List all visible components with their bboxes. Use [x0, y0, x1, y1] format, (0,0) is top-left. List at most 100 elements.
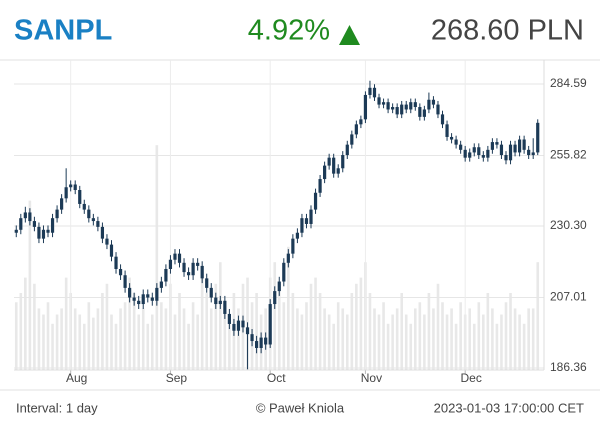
volume-bar	[24, 277, 27, 370]
candle-body	[41, 229, 46, 239]
volume-bar	[355, 283, 358, 370]
volume-bar	[454, 323, 458, 370]
candle-body	[132, 297, 136, 301]
volume-bar	[432, 308, 435, 370]
candle-body	[440, 114, 445, 125]
candle-body	[200, 265, 204, 279]
volume-bar	[482, 314, 485, 370]
candle-body	[531, 152, 535, 156]
candle-body	[449, 136, 454, 140]
candle-body	[245, 327, 250, 335]
candle-body	[109, 244, 114, 257]
volume-bar	[19, 293, 23, 370]
volume-bar	[509, 293, 512, 370]
volume-bar	[332, 323, 335, 370]
candle-body	[23, 212, 27, 219]
candle-body	[372, 87, 377, 98]
y-tick-label: 284.59	[550, 76, 587, 90]
volume-bar	[123, 302, 127, 370]
candle-body	[359, 119, 363, 125]
candle-body	[236, 320, 241, 331]
candle-body	[78, 190, 82, 204]
candle-body	[363, 94, 368, 120]
candle-body	[282, 262, 286, 282]
volume-bar	[300, 314, 304, 370]
volume-bar	[504, 302, 508, 370]
volume-bar	[110, 314, 113, 370]
y-tick-label: 186.36	[550, 360, 587, 374]
volume-bar	[96, 308, 100, 370]
volume-bar	[105, 283, 109, 370]
candle-body	[336, 168, 340, 174]
volume-bar	[146, 323, 150, 370]
volume-bar	[228, 314, 231, 370]
volume-bar	[368, 293, 372, 370]
candle-body	[150, 297, 154, 301]
volume-bar	[309, 283, 313, 370]
volume-bar	[513, 308, 517, 370]
candle-body	[508, 144, 513, 161]
volume-bar	[160, 302, 163, 370]
x-tick-label: Aug	[66, 371, 87, 385]
candle-body	[313, 192, 318, 210]
candle-body	[291, 238, 295, 254]
candle-body	[445, 124, 449, 137]
volume-bar	[151, 314, 154, 370]
candle-body	[37, 226, 41, 239]
candle-body	[418, 107, 422, 117]
volume-bar	[418, 302, 422, 370]
candle-body	[141, 294, 145, 305]
candle-body	[472, 147, 476, 153]
volume-bar	[119, 308, 122, 370]
interval: Interval: 1 day	[16, 400, 98, 415]
volume-bar	[491, 308, 494, 370]
candle-body	[481, 155, 485, 158]
candle-body	[377, 97, 381, 105]
volume-bar	[164, 308, 168, 370]
volume-bar	[273, 262, 277, 370]
volume-bar	[223, 302, 227, 370]
candle-body	[14, 229, 18, 233]
volume-bar	[282, 302, 286, 370]
candle-body	[504, 155, 508, 161]
volume-bar	[178, 293, 181, 370]
volume-bar	[536, 262, 540, 370]
plot: 186.36 207.01 230.30 255.82 284.59 Aug Sep Oct N…	[14, 60, 587, 385]
volume-bar	[64, 277, 68, 370]
volume-bar	[495, 323, 499, 370]
candle-body	[82, 203, 86, 210]
candle-body	[341, 155, 345, 169]
candle-body	[50, 218, 55, 233]
volume-bar	[78, 314, 82, 370]
candle-body	[468, 152, 472, 158]
candle-body	[345, 144, 349, 156]
volume-bar	[486, 293, 490, 370]
volume-bar	[522, 323, 526, 370]
candle-body	[209, 287, 213, 298]
candle-body	[277, 281, 281, 292]
candle-body	[463, 149, 467, 158]
volume-bar	[28, 200, 32, 370]
volume-bar	[237, 308, 240, 370]
candle-body	[128, 287, 132, 298]
candle-body	[164, 268, 168, 282]
candle-body	[427, 99, 431, 110]
y-tick-label: 230.30	[550, 218, 587, 232]
volume-bar	[409, 323, 413, 370]
candle-body	[513, 144, 517, 153]
candle-body	[214, 297, 218, 305]
candle-body	[259, 337, 263, 348]
volume-bar	[323, 308, 326, 370]
volume-bar	[14, 302, 18, 370]
candle-body	[96, 221, 100, 227]
volume-bar	[423, 314, 426, 370]
candle-body	[300, 218, 304, 233]
volume-bar	[318, 293, 322, 370]
candle-body	[495, 142, 499, 145]
volume-bar	[500, 314, 503, 370]
volume-bar	[92, 317, 95, 370]
candle-body	[168, 259, 173, 269]
volume-bar	[386, 323, 390, 370]
candle-body	[91, 218, 95, 222]
candle-body	[323, 165, 327, 180]
